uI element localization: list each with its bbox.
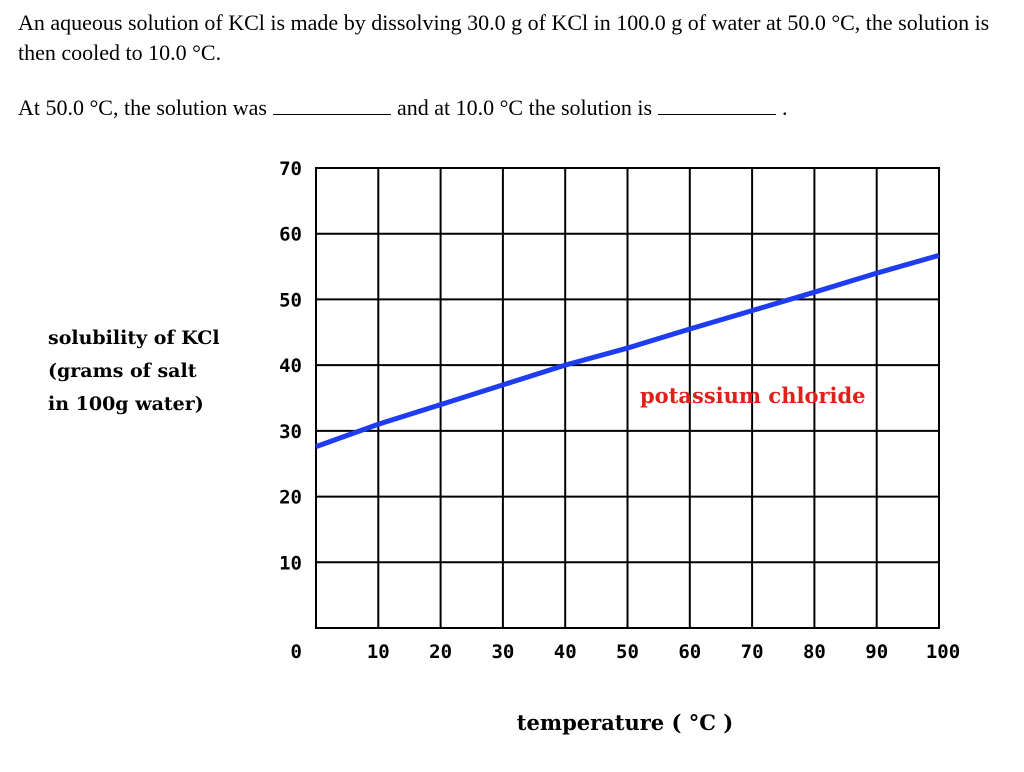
- x-tick-label: 80: [803, 641, 826, 663]
- y-tick-label: 70: [279, 158, 302, 180]
- x-tick-label: 100: [926, 641, 960, 663]
- y-tick-label: 10: [279, 552, 302, 574]
- x-tick-label: 50: [616, 641, 639, 663]
- answer-blank-10c[interactable]: [658, 94, 777, 115]
- y-tick-label: 30: [279, 421, 302, 443]
- prompt-end: .: [782, 95, 788, 120]
- x-tick-label: 30: [491, 641, 514, 663]
- y-tick-label: 20: [279, 487, 302, 509]
- x-tick-label: 70: [741, 641, 764, 663]
- y-tick-label: 40: [279, 355, 302, 377]
- x-tick-label: 40: [554, 641, 577, 663]
- y-tick-label: 60: [279, 224, 302, 246]
- question-text: An aqueous solution of KCl is made by di…: [18, 10, 990, 65]
- x-tick-label: 10: [367, 641, 390, 663]
- y-axis-label-line-1: solubility of KCl: [48, 327, 220, 349]
- prompt-part-2: and at 10.0 °C the solution is: [396, 95, 653, 120]
- y-axis-label-line-2: (grams of salt: [48, 360, 197, 382]
- x-tick-label: 90: [865, 641, 888, 663]
- x-tick-label: 60: [678, 641, 701, 663]
- answer-blank-50c[interactable]: [272, 94, 391, 115]
- fill-in-prompt: At 50.0 °C, the solution was and at 10.0 …: [18, 93, 788, 123]
- plot-frame: [315, 167, 940, 629]
- prompt-part-1: At 50.0 °C, the solution was: [18, 95, 267, 120]
- y-axis-label: solubility of KCl (grams of salt in 100g…: [48, 322, 220, 421]
- x-axis-label: temperature ( °C ): [517, 710, 733, 735]
- series-line: [315, 252, 940, 449]
- series-label: potassium chloride: [640, 383, 866, 408]
- y-tick-label: 50: [279, 289, 302, 311]
- y-axis-label-line-3: in 100g water): [48, 393, 204, 415]
- y-tick-label: 0: [291, 641, 302, 663]
- x-tick-label: 20: [429, 641, 452, 663]
